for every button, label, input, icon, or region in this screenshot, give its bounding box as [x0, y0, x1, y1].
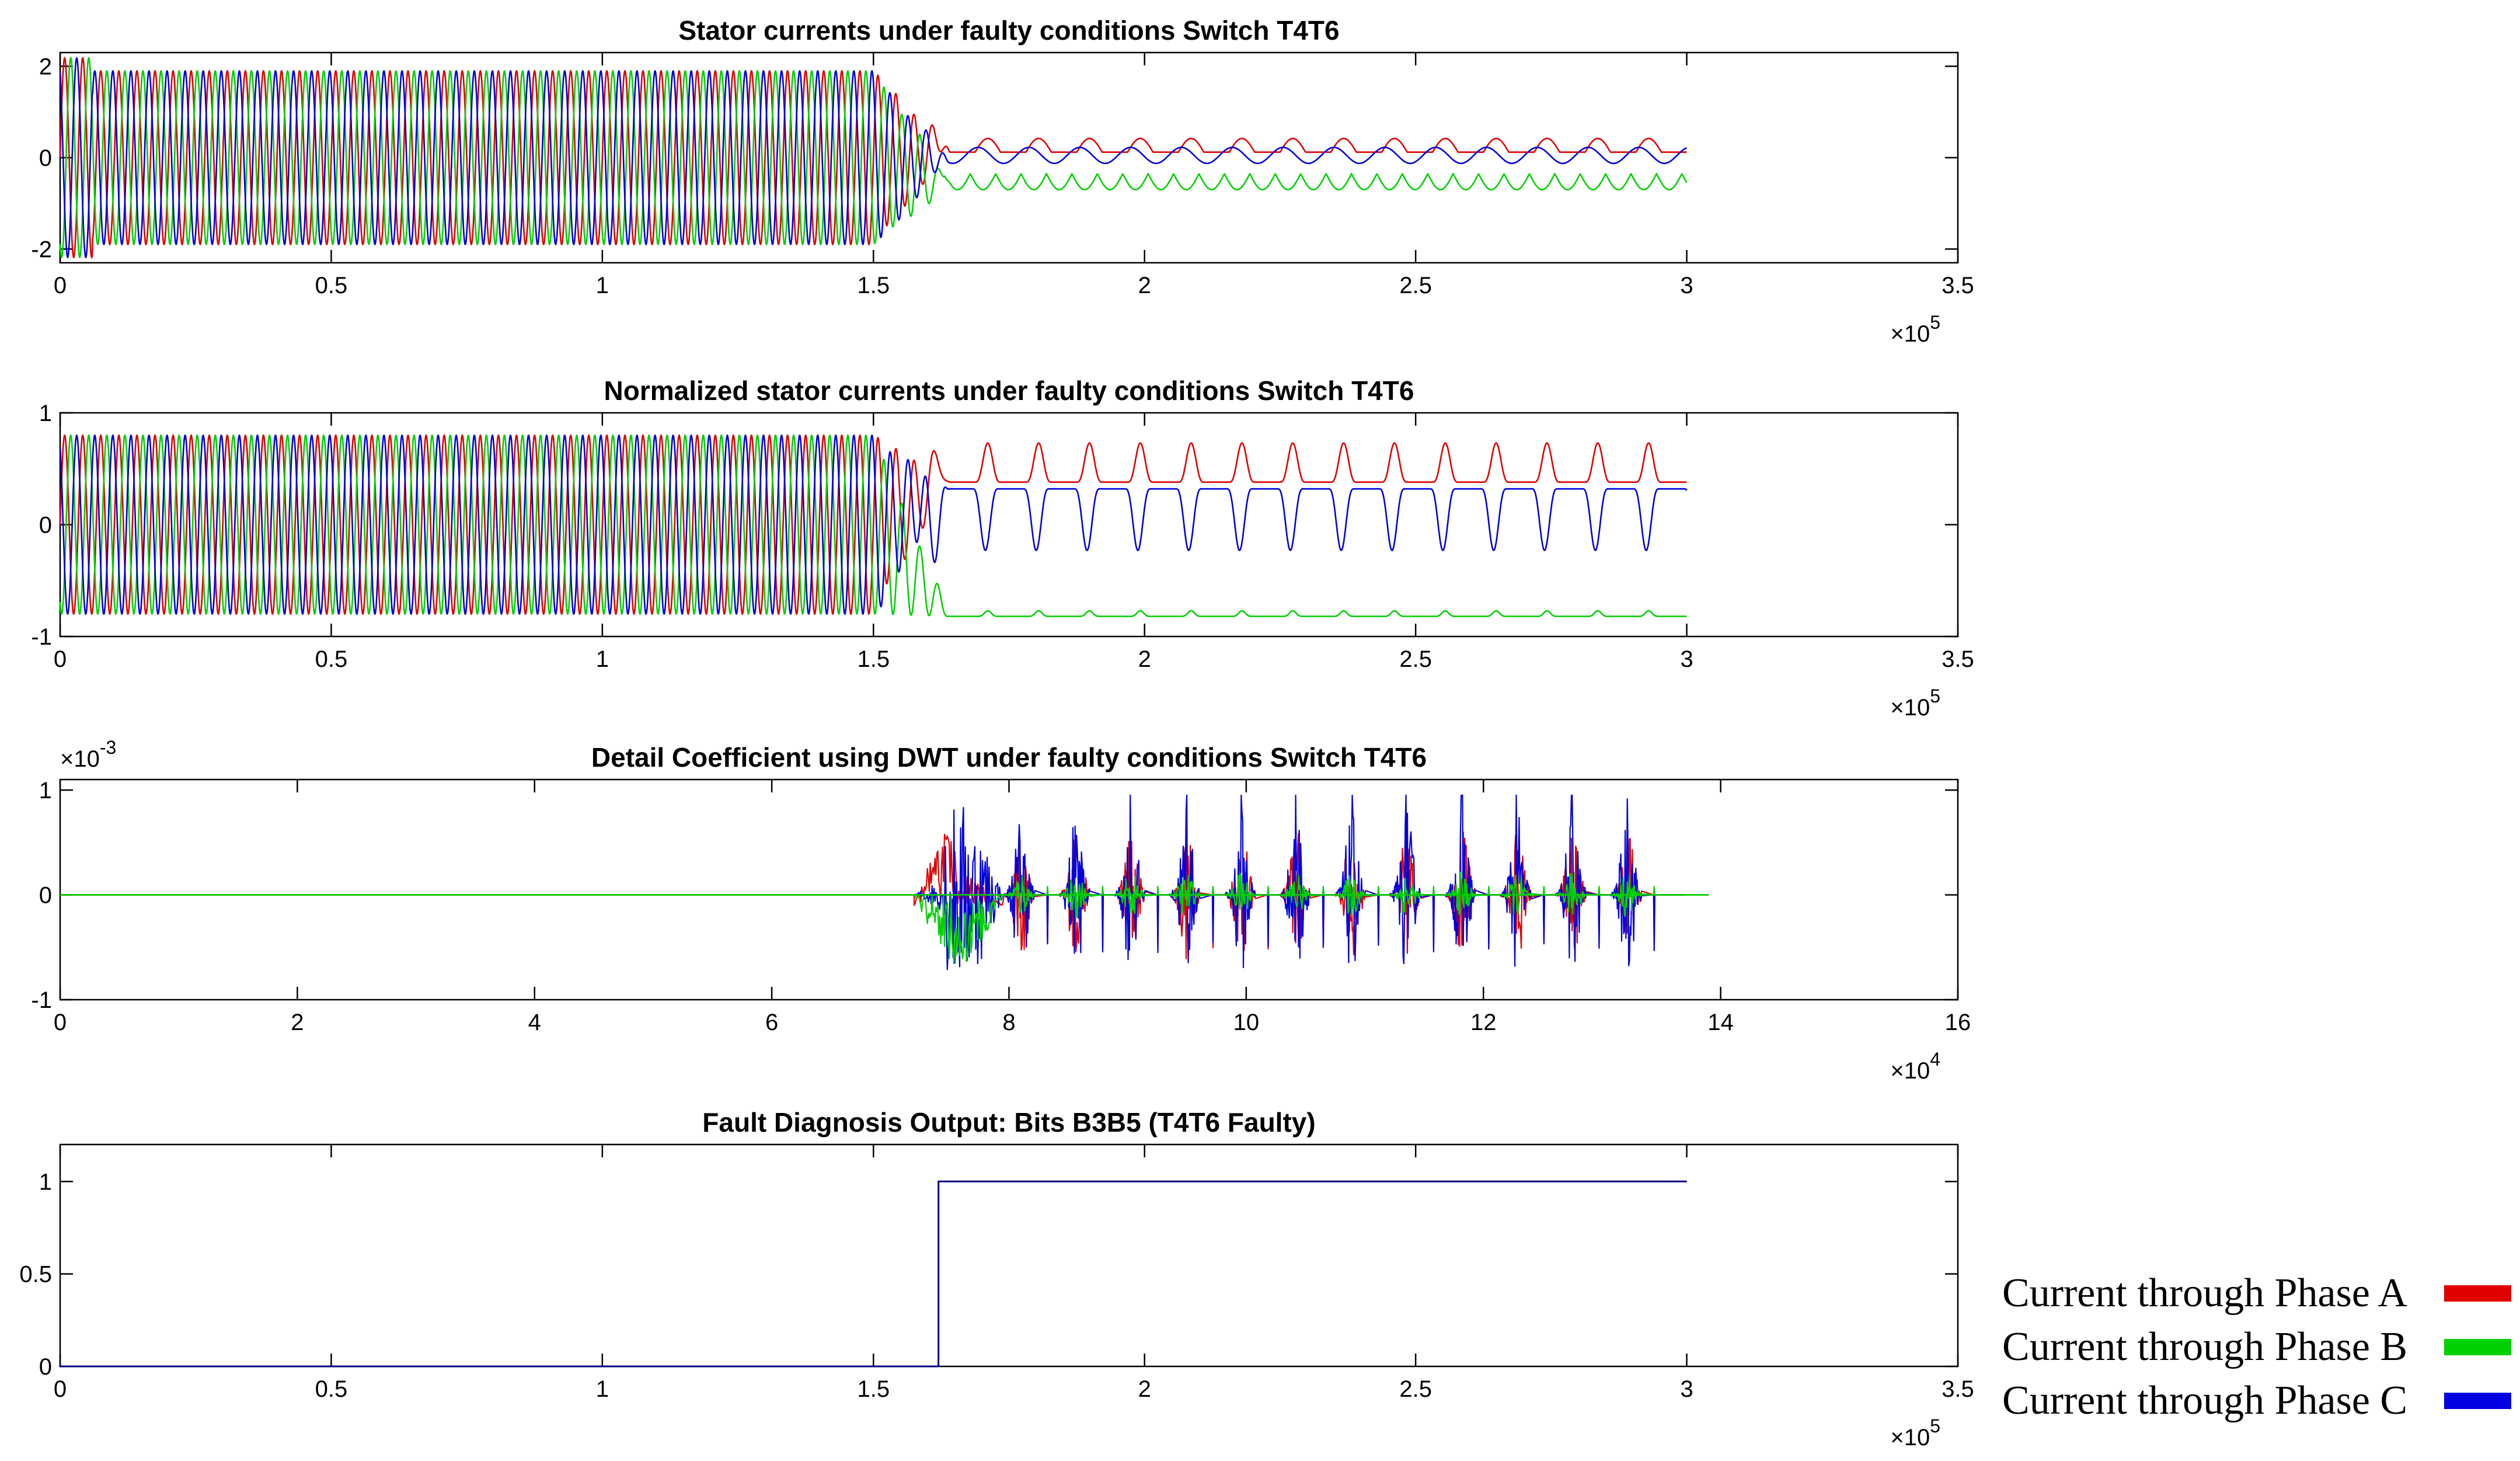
x-tick-label: 3 [1680, 273, 1693, 298]
x-tick-label: 0 [54, 1010, 67, 1035]
x-tick-label: 0.5 [315, 273, 348, 298]
axes-frame [59, 412, 1959, 638]
y-tick-label: 0 [39, 145, 52, 171]
x-tick-label: 16 [1945, 1010, 1971, 1035]
x-tick-label: 1 [596, 273, 609, 298]
x-exponent-base: ×10 [1890, 1058, 1930, 1084]
y-tick-label: -1 [31, 624, 52, 650]
y-tick-label: 1 [39, 401, 52, 426]
legend-item-phase-b: Current through Phase B [2002, 1321, 2511, 1373]
x-tick-label: 0 [54, 1376, 67, 1402]
chart-title: Normalized stator currents under faulty … [604, 375, 1414, 406]
series-phase-b [59, 57, 1688, 259]
x-tick-label: 2 [1138, 273, 1151, 298]
x-exponent-base: ×10 [1890, 321, 1930, 347]
x-tick-label: 3.5 [1942, 273, 1974, 298]
x-tick-label: 2 [1138, 1376, 1151, 1402]
x-tick-label: 2.5 [1399, 273, 1432, 298]
y-tick-label: 0 [39, 513, 52, 538]
x-exponent-base: ×10 [1890, 695, 1930, 721]
x-exponent-power: 5 [1930, 312, 1940, 333]
legend-item-phase-a: Current through Phase A [2002, 1267, 2511, 1320]
x-tick-label: 12 [1470, 1010, 1497, 1035]
x-tick-label: 3.5 [1942, 646, 1974, 672]
legend-label: Current through Phase A [2002, 1271, 2408, 1316]
x-exponent-label: ×105 [1890, 312, 1940, 347]
axes-1 [59, 51, 1959, 264]
x-tick-label: 2.5 [1399, 1376, 1432, 1402]
x-tick-label: 0 [54, 646, 67, 672]
series-phase-b [914, 871, 1709, 965]
x-tick-label: 1.5 [857, 273, 890, 298]
axes-frame [59, 51, 1959, 264]
legend-label: Current through Phase C [2002, 1378, 2408, 1423]
series-phase-a [59, 434, 1688, 615]
legend-swatch-phase-c [2444, 1393, 2511, 1409]
x-tick-label: 14 [1707, 1010, 1734, 1035]
series-phase-c [59, 434, 1688, 615]
x-exponent-base: ×10 [1890, 1425, 1930, 1450]
axes-2 [59, 412, 1959, 638]
legend-label: Current through Phase B [2002, 1324, 2408, 1369]
x-tick-label: 10 [1233, 1010, 1260, 1035]
x-tick-label: 1 [596, 1376, 609, 1402]
x-tick-label: 3.5 [1942, 1376, 1974, 1402]
x-tick-label: 2 [291, 1010, 304, 1035]
x-tick-label: 2.5 [1399, 646, 1432, 672]
x-exponent-power: 5 [1930, 1415, 1940, 1436]
series-phase-a [59, 57, 1688, 259]
x-tick-label: 2 [1138, 646, 1151, 672]
series-phase-b [59, 434, 1688, 617]
x-tick-label: 1.5 [857, 1376, 890, 1402]
y-exponent-label: ×10-3 [60, 737, 116, 772]
legend-swatch-phase-b [2444, 1339, 2511, 1355]
legend-item-phase-c: Current through Phase C [2002, 1375, 2511, 1427]
x-tick-label: 0.5 [315, 646, 348, 672]
y-tick-label: 0.5 [19, 1262, 52, 1288]
chart-title: Fault Diagnosis Output: Bits B3B5 (T4T6 … [702, 1107, 1315, 1138]
x-tick-label: 3 [1680, 646, 1693, 672]
axes-frame [59, 1143, 1959, 1368]
y-exponent-power: -3 [100, 737, 116, 758]
chart-title: Stator currents under faulty conditions … [678, 15, 1339, 46]
y-tick-label: 1 [39, 1169, 52, 1195]
x-tick-label: 0 [54, 273, 67, 298]
x-exponent-label: ×104 [1890, 1049, 1940, 1084]
y-tick-label: 0 [39, 1354, 52, 1380]
axes-3 [59, 778, 1959, 1001]
series-fault-bit [59, 1180, 1687, 1368]
x-tick-label: 0.5 [315, 1376, 348, 1402]
x-exponent-power: 5 [1930, 686, 1940, 707]
x-tick-label: 1.5 [857, 646, 890, 672]
x-tick-label: 4 [528, 1010, 541, 1035]
axes-4 [59, 1143, 1959, 1368]
y-tick-label: -2 [31, 237, 52, 263]
x-exponent-power: 4 [1930, 1049, 1940, 1070]
x-tick-label: 3 [1680, 1376, 1693, 1402]
series-phase-c [59, 57, 1688, 259]
y-tick-label: 2 [39, 54, 52, 79]
legend-swatch-phase-a [2444, 1285, 2511, 1302]
chart-title: Detail Coefficient using DWT under fault… [591, 742, 1427, 773]
y-tick-label: -1 [31, 987, 52, 1013]
x-tick-label: 8 [1002, 1010, 1015, 1035]
x-tick-label: 1 [596, 646, 609, 672]
x-tick-label: 6 [765, 1010, 778, 1035]
x-exponent-label: ×105 [1890, 1415, 1940, 1450]
y-tick-label: 1 [39, 778, 52, 803]
x-exponent-label: ×105 [1890, 686, 1940, 721]
y-exponent-base: ×10 [60, 746, 100, 772]
y-tick-label: 0 [39, 882, 52, 908]
